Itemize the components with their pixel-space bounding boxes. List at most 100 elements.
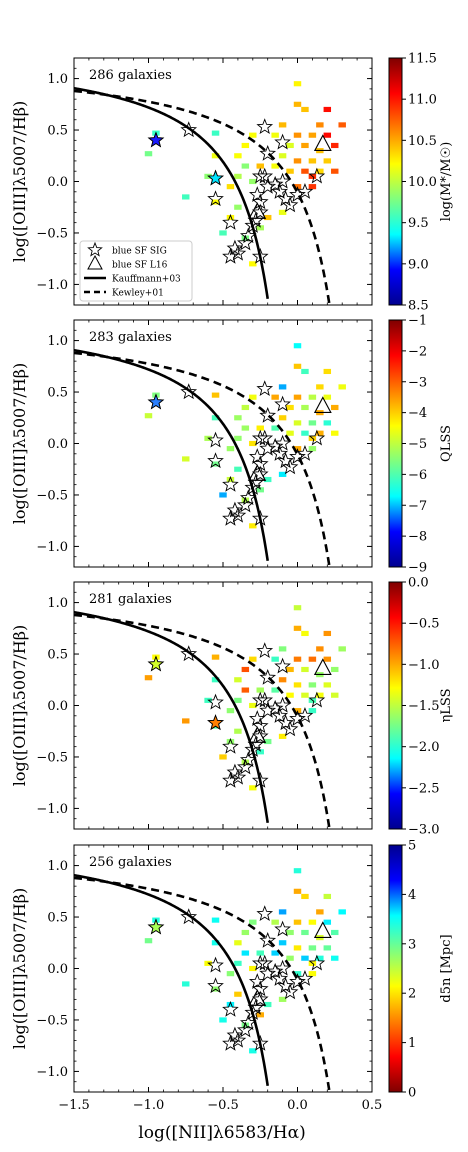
heatmap-cell [241,404,250,411]
heatmap-cell [301,430,309,436]
heatmap-cell [293,158,302,164]
heatmap-cell [234,435,242,441]
blue-sf-sig-star [229,768,247,785]
heatmap-cell [293,868,302,874]
heatmap-cell [293,343,302,349]
blue-sf-l16-triangle [313,134,332,151]
heatmap-cell [323,158,332,164]
x-tick-label: −1.0 [133,1098,165,1113]
y-tick-label: −1.0 [36,540,68,555]
heatmap-cell [226,214,235,221]
colorbar-tick-label: −4 [408,406,427,421]
blue-sf-sig-star [266,437,284,454]
kauffmann03-curve [74,873,269,1087]
blue-sf-sig-star [251,465,269,482]
x-tick-label: −1.5 [58,1098,90,1113]
kewley01-curve [74,351,331,567]
heatmap-cell [211,917,220,923]
heatmap-cell [271,950,279,956]
blue-sf-sig-star [308,429,326,446]
heatmap-cell [278,646,287,652]
x-tick-label: −0.5 [207,1098,239,1113]
heatmap-cell [256,487,264,493]
y-tick-label: −0.5 [36,226,68,241]
heatmap-cell [271,919,279,925]
heatmap-cell [226,476,235,483]
y-tick-label: −1.0 [36,1065,68,1080]
colorbar-tick-label: 11.5 [408,52,437,67]
heatmap-cell [278,122,287,128]
blue-sf-sig-star [271,707,288,723]
heatmap-cell [234,466,242,472]
heatmap-cell [234,697,242,703]
heatmap-cell [286,955,294,961]
heatmap-cell [219,230,227,236]
heatmap-cell [263,214,272,221]
blue-sf-sig-star [248,973,266,989]
blue-sf-sig-star [271,970,288,986]
colorbar-tick-label: −3 [408,375,427,390]
colorbar-tick-label: 9.5 [408,216,429,231]
blue-sf-sig-star [277,190,294,207]
heatmap-cell [144,938,153,944]
heatmap-cell [182,981,190,987]
colorbar-tick-label: −3.0 [408,823,440,838]
blue-sf-sig-star [248,186,266,202]
colorbar-tick-label: 0 [408,1086,416,1101]
colorbar-label: ηLSS [439,688,454,722]
y-tick-label: 1.0 [47,859,68,874]
heatmap-cell [278,153,287,159]
heatmap-cell [323,394,332,400]
heatmap-cell [308,132,317,138]
heatmap-cell [249,261,257,267]
blue-sf-sig-star [256,905,274,922]
blue-sf-sig-star [251,1034,269,1051]
blue-sf-sig-star [277,977,294,994]
panel-4: −1.5 −1.0 −0.5 0.0 0.5 −1.0 −0.5 0.0 0.5 1.0 log([… [10,839,454,1114]
blue-sf-sig-star [274,920,291,937]
blue-sf-sig-star [256,167,274,184]
y-tick-label: 0.0 [47,962,68,977]
blue-sf-l16-triangle [313,396,332,413]
colorbar [388,319,403,568]
heatmap-cell [331,430,339,436]
heatmap-cell [308,184,317,190]
heatmap-cell [316,122,324,128]
colorbar-tick-label: 10.0 [408,175,437,190]
heatmap-cell [226,446,235,452]
blue-sf-sig-star [207,190,224,207]
blue-sf-sig-star [207,956,224,973]
heatmap-cell [211,130,220,136]
galaxy-count-label: 283 galaxies [89,330,172,345]
blue-sf-sig-star [256,380,274,397]
colorbar-tick-label: 5 [408,839,416,854]
colorbar-tick-label: −1.0 [408,658,440,673]
blue-sf-sig-star [248,710,266,726]
blue-sf-sig-star [207,977,224,994]
heatmap-cell [293,101,302,107]
y-tick-label: 0.0 [47,437,68,452]
heatmap-cell [331,955,339,961]
heatmap-cell [323,368,332,375]
heatmap-cell [144,675,153,681]
blue-sf-sig-star [226,1026,244,1043]
heatmap-cell [316,168,324,174]
heatmap-cell [271,656,279,662]
colorbar-tick-label: −5 [408,437,427,452]
blue-sf-l16-triangle [248,202,267,219]
blue-sf-sig-star [308,167,326,184]
blue-sf-sig-star-colored [207,714,224,731]
blue-sf-sig-star [222,771,239,788]
blue-sf-sig-star [240,751,257,768]
blue-sf-sig-star [226,501,244,518]
blue-sf-sig-star [207,452,224,469]
heatmap-cell [301,404,309,411]
heatmap-cell [323,656,332,662]
heatmap-cell [249,1048,257,1054]
colorbar-tick-label: 2 [408,987,416,1002]
blue-sf-l16-triangle [248,726,267,743]
heatmap-cell [286,666,294,673]
y-tick-label: −0.5 [36,1013,68,1028]
heatmap-cell [293,132,302,138]
x-axis-label: log([NII]λ6583/Hα) [138,1123,305,1143]
